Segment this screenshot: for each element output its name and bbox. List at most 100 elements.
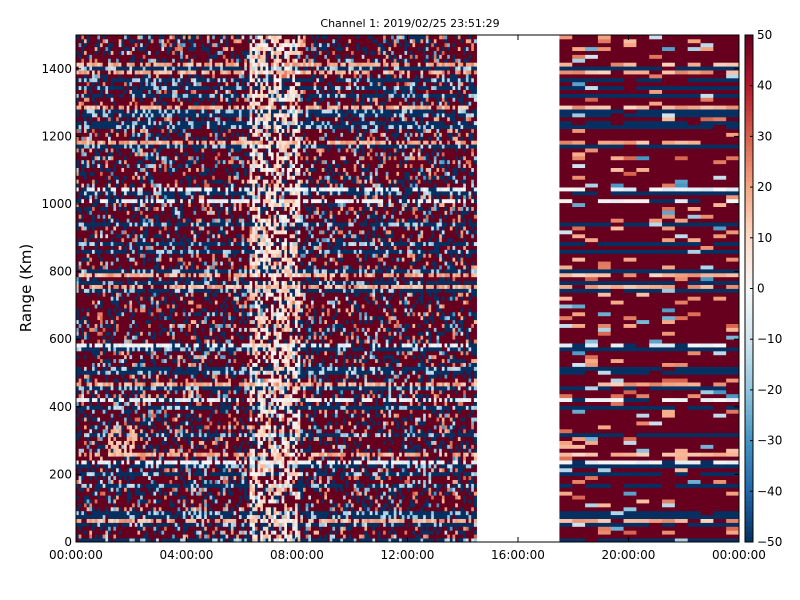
heatmap-cell <box>78 487 82 492</box>
heatmap-cell <box>156 191 160 196</box>
heatmap-cell <box>116 218 120 223</box>
heatmap-cell <box>172 163 176 168</box>
heatmap-cell <box>113 444 117 449</box>
heatmap-cell <box>166 335 170 340</box>
heatmap-cell <box>148 425 152 430</box>
heatmap-cell <box>86 319 90 324</box>
heatmap-cell <box>172 495 176 500</box>
heatmap-cell <box>177 495 181 500</box>
heatmap-cell <box>86 514 90 519</box>
heatmap-cell <box>164 120 168 126</box>
heatmap-cell <box>169 116 173 122</box>
heatmap-cell <box>166 382 170 387</box>
heatmap-cell <box>89 456 93 461</box>
heatmap-cell <box>174 456 178 461</box>
heatmap-cell <box>94 237 98 243</box>
heatmap-cell <box>164 85 168 90</box>
heatmap-cell <box>81 288 85 293</box>
heatmap-cell <box>166 425 170 430</box>
heatmap-cell <box>89 155 93 161</box>
heatmap-cell <box>86 42 90 48</box>
heatmap-cell <box>116 272 120 278</box>
heatmap-cell <box>153 50 157 55</box>
heatmap-cell <box>86 378 90 383</box>
heatmap-cell <box>76 167 80 172</box>
heatmap-cell <box>105 456 109 461</box>
heatmap-cell <box>166 538 170 543</box>
heatmap-cell <box>102 105 106 110</box>
heatmap-cell <box>94 241 98 246</box>
heatmap-cell <box>158 526 162 531</box>
heatmap-cell <box>78 456 82 461</box>
heatmap-cell <box>153 210 157 215</box>
heatmap-cell <box>97 233 101 239</box>
heatmap-cell <box>132 179 136 184</box>
heatmap-cell <box>78 343 82 348</box>
heatmap-cell <box>76 518 80 523</box>
heatmap-cell <box>140 499 144 504</box>
heatmap-cell <box>102 280 106 285</box>
heatmap-cell <box>94 526 98 531</box>
heatmap-cell <box>174 335 178 340</box>
heatmap-cell <box>118 397 122 402</box>
heatmap-cell <box>84 101 88 106</box>
heatmap-cell <box>86 222 90 227</box>
heatmap-cell <box>169 405 173 410</box>
heatmap-cell <box>177 366 181 371</box>
heatmap-cell <box>145 428 149 434</box>
heatmap-cell <box>86 198 90 204</box>
heatmap-cell <box>169 487 173 492</box>
heatmap-cell <box>161 113 165 118</box>
heatmap-cell <box>142 152 146 157</box>
heatmap-cell <box>166 393 170 399</box>
heatmap-cell <box>86 77 90 83</box>
heatmap-cell <box>156 354 160 360</box>
heatmap-cell <box>148 159 152 165</box>
heatmap-cell <box>124 183 128 188</box>
heatmap-cell <box>156 506 160 512</box>
heatmap-cell <box>78 148 82 153</box>
heatmap-cell <box>129 386 133 391</box>
heatmap-cell <box>92 409 96 414</box>
heatmap-cell <box>78 249 82 254</box>
heatmap-cell <box>169 54 173 59</box>
heatmap-cell <box>148 503 152 508</box>
heatmap-cell <box>129 347 133 352</box>
heatmap-cell <box>86 109 90 114</box>
heatmap-cell <box>172 116 176 122</box>
heatmap-cell <box>116 514 120 519</box>
heatmap-cell <box>158 144 162 149</box>
heatmap-cell <box>158 276 162 282</box>
heatmap-cell <box>121 362 125 367</box>
heatmap-cell <box>124 339 128 344</box>
heatmap-cell <box>121 206 125 211</box>
heatmap-cell <box>84 440 88 445</box>
heatmap-cell <box>102 116 106 122</box>
heatmap-cell <box>142 475 146 480</box>
heatmap-cell <box>150 93 154 98</box>
heatmap-cell <box>78 85 82 90</box>
heatmap-cell <box>108 315 112 321</box>
heatmap-cell <box>172 393 176 399</box>
heatmap-cell <box>137 331 141 336</box>
heatmap-cell <box>134 467 138 473</box>
heatmap-cell <box>150 378 154 383</box>
heatmap-cell <box>140 210 144 215</box>
heatmap-cell <box>81 54 85 59</box>
heatmap-cell <box>89 276 93 282</box>
heatmap-cell <box>110 389 114 395</box>
heatmap-cell <box>78 257 82 262</box>
heatmap-cell <box>100 101 104 106</box>
heatmap-cell <box>84 272 88 278</box>
heatmap-cell <box>113 327 117 332</box>
heatmap-cell <box>161 276 165 282</box>
heatmap-cell <box>158 487 162 492</box>
heatmap-cell <box>142 276 146 282</box>
heatmap-cell <box>174 347 178 352</box>
heatmap-cell <box>113 421 117 426</box>
heatmap-cell <box>158 425 162 430</box>
heatmap-cell <box>161 389 165 395</box>
heatmap-cell <box>158 163 162 168</box>
heatmap-cell <box>97 350 101 356</box>
heatmap-cell <box>172 105 176 110</box>
